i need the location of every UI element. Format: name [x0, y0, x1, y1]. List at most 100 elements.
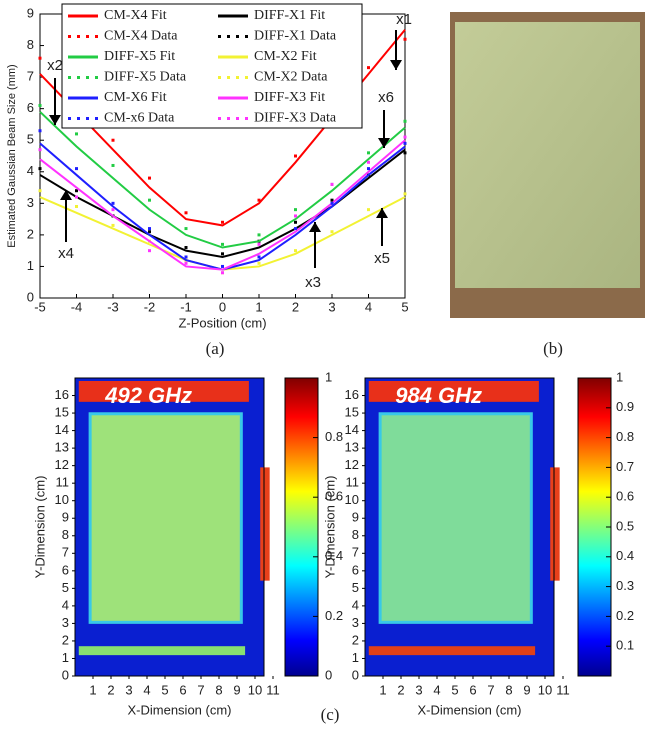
legend-box	[61, 3, 363, 129]
y-tick-label: 9	[352, 510, 359, 525]
heatmap-title: 492 GHz	[104, 383, 192, 408]
colorbar-tick-label: 0.9	[616, 399, 634, 414]
x-tick-label: 1	[379, 682, 386, 697]
annotation: x4	[58, 245, 74, 262]
heatmap-bottom-bar	[78, 646, 246, 656]
data-point	[38, 148, 42, 152]
data-point	[403, 192, 407, 196]
y-tick-label: 15	[55, 404, 69, 419]
y-axis-label: Y-Dimension (cm)	[32, 476, 47, 579]
y-tick-label: 9	[27, 5, 34, 20]
colorbar-tick-label: 0.6	[616, 489, 634, 504]
legend-label: DIFF-X5 Fit	[104, 49, 175, 64]
data-point	[403, 135, 407, 139]
fit-line	[39, 139, 406, 271]
colorbar-tick-label: 0.1	[616, 638, 634, 653]
x-tick-label: 3	[125, 682, 132, 697]
x-tick-label: 10	[538, 682, 552, 697]
data-point	[221, 242, 224, 246]
data-point	[403, 141, 407, 145]
y-tick-label: 7	[27, 69, 34, 84]
y-tick-label: 13	[345, 440, 359, 455]
y-tick-label: 11	[346, 475, 360, 490]
x-tick-label: 2	[107, 682, 114, 697]
legend-label: DIFF-X3 Fit	[254, 90, 325, 105]
colorbar-tick-label: 0.2	[325, 608, 343, 623]
arrow-head	[309, 222, 321, 232]
x-tick-label: 4	[433, 682, 440, 697]
y-tick-label: 15	[345, 404, 359, 419]
data-point	[111, 138, 115, 142]
data-point	[330, 198, 334, 202]
x-tick-label: 7	[197, 682, 204, 697]
data-point	[294, 227, 297, 231]
x-tick-label: 2	[397, 682, 404, 697]
x-tick-label: -5	[34, 299, 46, 314]
heatmap-frame	[364, 377, 555, 677]
fit-line	[39, 111, 406, 249]
data-point	[221, 252, 224, 256]
x-tick-label: -1	[180, 299, 192, 314]
data-point	[330, 182, 334, 186]
data-point	[294, 208, 297, 212]
x-tick-label: 3	[415, 682, 422, 697]
data-point	[257, 261, 261, 265]
y-tick-label: 4	[62, 597, 69, 612]
y-tick-label: 3	[62, 615, 69, 630]
data-point	[75, 189, 78, 193]
legend-label: DIFF-X1 Data	[254, 29, 337, 44]
colorbar	[284, 377, 319, 677]
x-axis-label: X-Dimension (cm)	[127, 702, 231, 717]
arrow-head	[376, 208, 388, 218]
data-point	[148, 249, 151, 253]
data-point	[75, 204, 78, 208]
x-tick-label: 10	[248, 682, 262, 697]
x-tick-label: 8	[215, 682, 222, 697]
x-tick-label: 5	[161, 682, 168, 697]
data-point	[294, 249, 297, 253]
data-point	[184, 261, 188, 265]
y-tick-label: 8	[352, 527, 359, 542]
x-tick-label: 1	[89, 682, 96, 697]
data-point	[257, 255, 261, 259]
data-point	[184, 211, 188, 215]
heatmap-target	[378, 412, 533, 624]
y-tick-label: 3	[27, 195, 34, 210]
legend-label: DIFF-X1 Fit	[254, 8, 325, 23]
data-point	[38, 167, 42, 171]
y-tick-label: 3	[352, 615, 359, 630]
data-point	[294, 214, 297, 218]
y-tick-label: 5	[352, 580, 359, 595]
data-point	[148, 230, 151, 234]
y-tick-label: 5	[62, 580, 69, 595]
y-tick-label: 7	[62, 545, 69, 560]
y-tick-label: 16	[345, 387, 359, 402]
colorbar-tick-label: 1	[325, 369, 332, 384]
x-tick-label: 5	[401, 299, 408, 314]
panel-label: (c)	[321, 705, 340, 724]
colorbar-tick-label: 0.2	[616, 608, 634, 623]
data-point	[330, 201, 334, 205]
data-point	[38, 104, 42, 108]
annotation: x2	[47, 57, 63, 74]
y-tick-label: 10	[345, 492, 359, 507]
data-point	[111, 163, 115, 167]
annotation: x3	[305, 274, 321, 291]
heatmap-title: 984 GHz	[395, 383, 482, 408]
x-tick-label: -4	[71, 299, 83, 314]
x-tick-label: 11	[556, 682, 570, 697]
data-point	[111, 208, 115, 212]
y-tick-label: 8	[62, 527, 69, 542]
y-tick-label: 16	[55, 387, 69, 402]
data-point	[221, 271, 224, 275]
y-tick-label: 4	[27, 163, 34, 178]
colorbar-tick-label: 0.3	[616, 578, 634, 593]
y-tick-label: 7	[352, 545, 359, 560]
annotation: x5	[374, 250, 390, 267]
legend-label: DIFF-X5 Data	[104, 70, 187, 85]
y-tick-label: 0	[352, 667, 359, 682]
data-point	[403, 37, 407, 41]
data-point	[221, 220, 224, 224]
panel-label: (a)	[206, 339, 225, 358]
